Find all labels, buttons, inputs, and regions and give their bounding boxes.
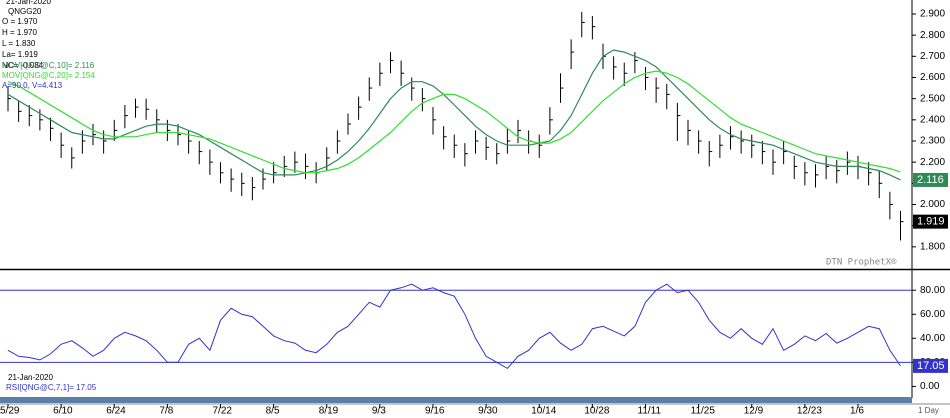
- y-tick-label: 60.00: [920, 309, 945, 320]
- y-tick-label: 2.000: [920, 199, 945, 210]
- header-stat: H = 1.970: [2, 28, 37, 37]
- last-value-badge: [913, 214, 948, 229]
- y-tick-label: 2.900: [920, 9, 945, 20]
- header-info: A=90.0, V=4.413: [2, 81, 63, 90]
- x-tick-label: 12/23: [797, 406, 822, 417]
- x-tick-label: 8/19: [319, 406, 339, 417]
- last-value-badge: [913, 172, 948, 187]
- y-tick-label: 40.00: [920, 333, 945, 344]
- y-tick-label: 2.600: [920, 72, 945, 83]
- x-tick-label: 6/10: [53, 406, 73, 417]
- header-stat: La= 1.919: [2, 50, 38, 59]
- header-symbol: QNGG20: [8, 7, 42, 16]
- last-value-label: 2.116: [917, 174, 944, 186]
- x-tick-label: 11/11: [638, 406, 662, 417]
- header-stat: L = 1.830: [2, 39, 36, 48]
- rsi-date: 21-Jan-2020: [8, 373, 53, 382]
- x-tick-label: 7/8: [159, 406, 173, 417]
- legend-entry: MOV[QNG@C,20]= 2.154: [2, 71, 95, 80]
- legend-entry: MOV[QNG@C,10]= 2.116: [2, 61, 95, 70]
- y-tick-label: 2.800: [920, 30, 945, 41]
- y-tick-label: 2.700: [920, 51, 945, 62]
- x-tick-label: 10/14: [531, 406, 556, 417]
- y-tick-label: 80.00: [920, 285, 945, 296]
- x-tick-label: 5/29: [0, 406, 20, 417]
- x-tick-label: 1/6: [850, 406, 864, 417]
- last-value-label: 17.05: [917, 360, 945, 372]
- last-value-label: 1.919: [917, 216, 945, 228]
- x-tick-label: 12/9: [744, 406, 764, 417]
- y-tick-label: 2.400: [920, 114, 945, 125]
- y-tick-label: 2.500: [920, 93, 945, 104]
- x-tick-label: 7/22: [213, 406, 233, 417]
- y-tick-label: 2.300: [920, 136, 945, 147]
- last-value-badge: [913, 358, 948, 373]
- x-tick-label: 8/5: [266, 406, 280, 417]
- watermark: DTN ProphetX®: [826, 258, 897, 268]
- header-stat: NC= -0.084: [2, 61, 44, 70]
- x-tick-label: 9/16: [425, 406, 445, 417]
- x-tick-label: 9/30: [478, 406, 498, 417]
- y-tick-label: 0.00: [920, 381, 940, 392]
- time-band: [0, 397, 912, 403]
- moving-average-line: [7, 70, 901, 174]
- x-tick-label: 11/25: [691, 406, 716, 417]
- y-tick-label: 1.800: [920, 241, 945, 252]
- y-tick-label: 2.200: [920, 157, 945, 168]
- x-tick-label: 10/28: [584, 406, 609, 417]
- x-tick-label: 9/3: [372, 406, 386, 417]
- header-stat: O = 1.970: [2, 17, 38, 26]
- rsi-legend: RSI[QNG@C,7,1]= 17.05: [6, 383, 97, 392]
- header-date: 21-Jan-2020: [6, 0, 51, 6]
- interval-label: 1 Day: [918, 406, 939, 415]
- moving-average-line: [7, 49, 901, 181]
- x-tick-label: 6/24: [106, 406, 126, 417]
- rsi-line: [7, 283, 901, 370]
